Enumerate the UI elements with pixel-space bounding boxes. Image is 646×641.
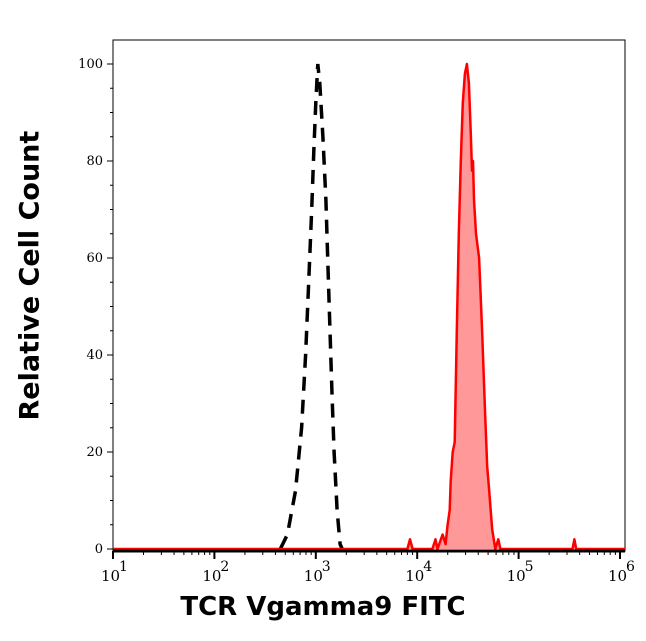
y-tick-label: 20 [86, 445, 103, 460]
series-line-1 [113, 62, 625, 551]
x-tick-exponent: 5 [525, 559, 534, 575]
series-line-0 [278, 63, 344, 550]
x-tick-exponent: 4 [423, 559, 432, 575]
y-axis-label: Relative Cell Count [14, 130, 46, 421]
x-tick-exponent: 2 [220, 559, 229, 575]
x-tick-label: 10 [202, 567, 221, 585]
y-tick-label: 40 [86, 348, 103, 363]
y-tick-label: 80 [86, 154, 103, 169]
x-tick-label: 10 [304, 567, 323, 585]
x-tick-exponent: 1 [119, 559, 128, 575]
x-tick-label: 10 [608, 567, 627, 585]
y-tick-label: 0 [95, 542, 103, 557]
x-tick-label: 10 [101, 567, 120, 585]
series-fill-1 [113, 64, 625, 549]
x-tick-label: 10 [405, 567, 424, 585]
x-axis-label: TCR Vgamma9 FITC [180, 592, 466, 622]
x-tick-exponent: 3 [322, 559, 331, 575]
plot-frame [112, 39, 626, 552]
x-tick-label: 10 [507, 567, 526, 585]
y-tick-label: 60 [86, 251, 103, 266]
x-tick-exponent: 6 [626, 559, 635, 575]
y-tick-label: 100 [78, 57, 103, 72]
